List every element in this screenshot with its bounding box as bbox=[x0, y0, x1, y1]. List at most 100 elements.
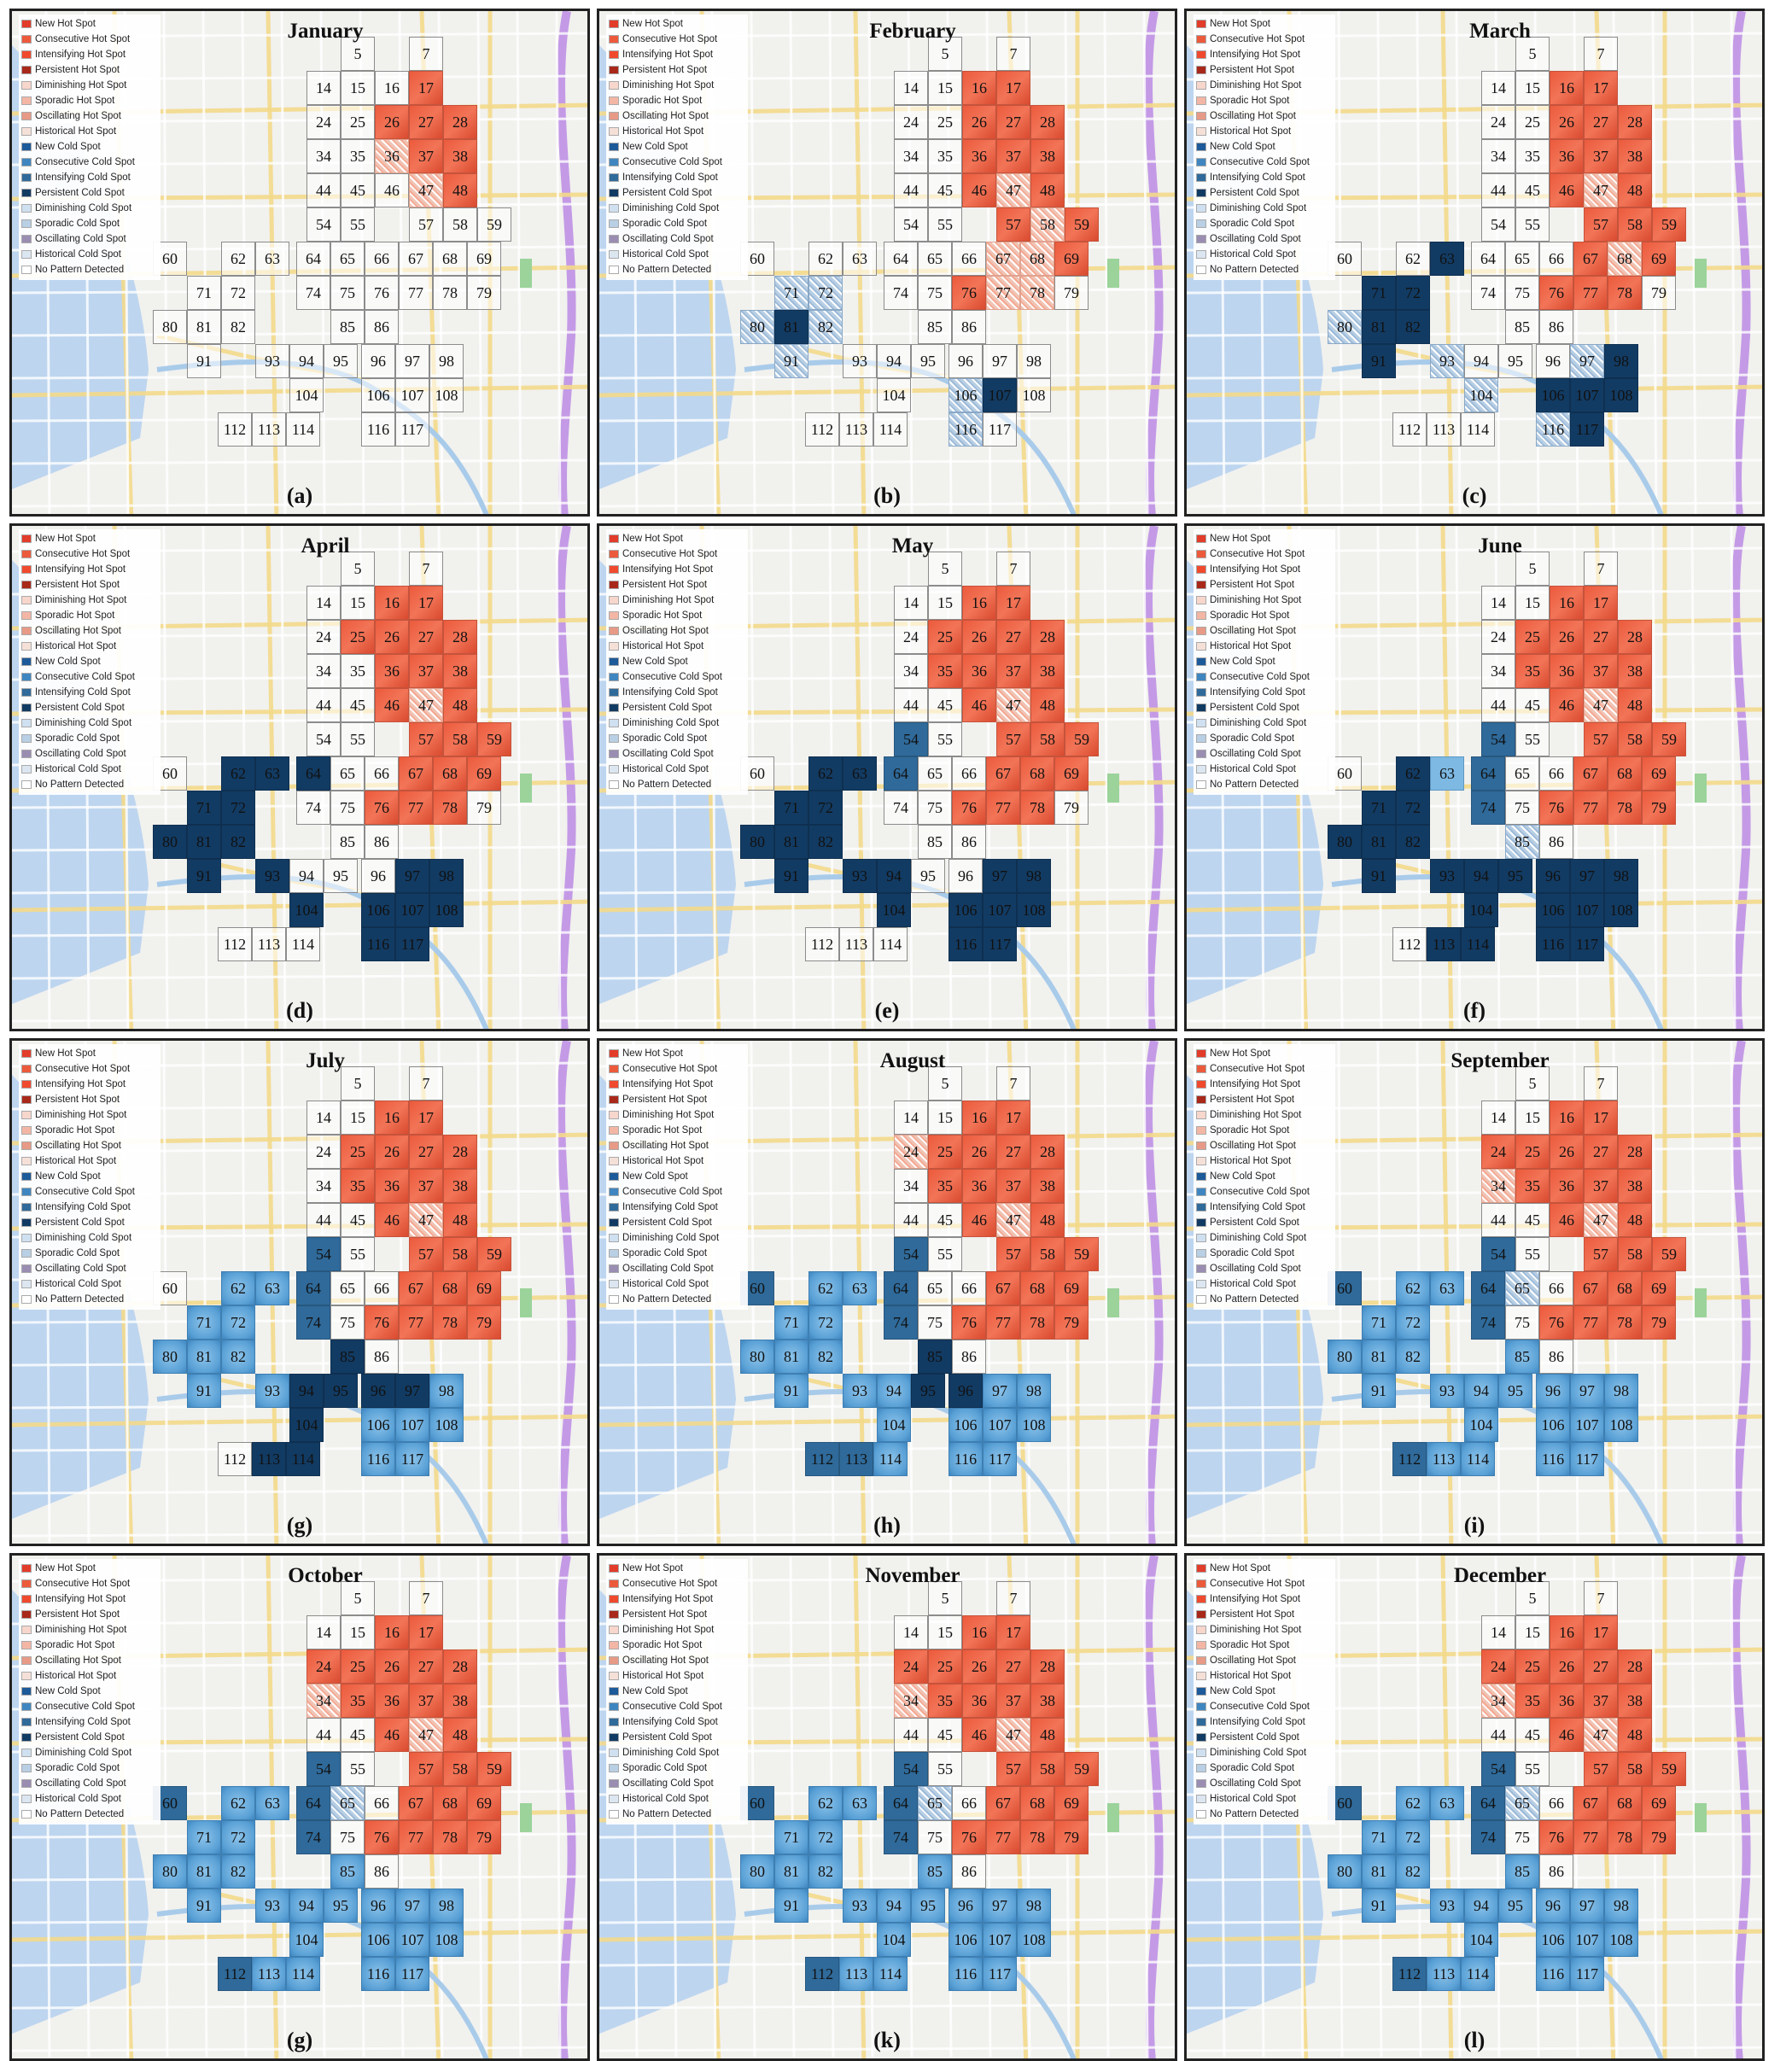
grid-cell: 95 bbox=[911, 344, 945, 378]
legend-item: Oscillating Cold Spot bbox=[609, 231, 745, 247]
grid-cell: 65 bbox=[1505, 756, 1539, 791]
grid-cell: 82 bbox=[808, 825, 843, 859]
legend-label: Diminishing Cold Spot bbox=[622, 1233, 720, 1243]
month-title: July bbox=[306, 1049, 345, 1072]
minor-road bbox=[1690, 1041, 1697, 1544]
grid-cell: 28 bbox=[1618, 1649, 1652, 1684]
map-panel-february: New Hot Spot Consecutive Hot Spot Intensif… bbox=[597, 9, 1177, 517]
grid-cell: 16 bbox=[1550, 1615, 1584, 1649]
legend-item: Diminishing Hot Spot bbox=[1196, 593, 1333, 608]
legend-label: Sporadic Hot Spot bbox=[1210, 1125, 1290, 1136]
legend-label: Diminishing Cold Spot bbox=[1210, 203, 1307, 213]
minor-road bbox=[599, 2046, 1175, 2052]
legend-label: Intensifying Cold Spot bbox=[622, 172, 718, 183]
grid-cell: 78 bbox=[1608, 276, 1642, 310]
legend-swatch bbox=[21, 1126, 32, 1135]
grid-cell: 24 bbox=[894, 1135, 928, 1169]
grid-cell: 81 bbox=[1362, 825, 1396, 859]
legend-label: Sporadic Hot Spot bbox=[35, 1640, 115, 1650]
grid-cell: 97 bbox=[983, 1889, 1017, 1923]
grid-cell: 77 bbox=[399, 276, 433, 310]
legend-swatch bbox=[609, 688, 619, 697]
legend-item: Consecutive Hot Spot bbox=[1196, 1061, 1333, 1077]
grid-cell: 81 bbox=[774, 825, 808, 859]
grid-cell: 80 bbox=[1328, 1340, 1362, 1374]
grid-cell: 38 bbox=[1030, 1684, 1065, 1718]
legend-swatch bbox=[609, 627, 619, 635]
panel-label: (k) bbox=[873, 2028, 901, 2052]
grid-cell: 16 bbox=[962, 1101, 996, 1135]
legend-label: New Hot Spot bbox=[622, 534, 683, 544]
grid-cell: 78 bbox=[1020, 1820, 1054, 1854]
grid-cell: 65 bbox=[330, 1786, 365, 1820]
legend-item: Sporadic Hot Spot bbox=[609, 608, 745, 623]
legend-item: Consecutive Cold Spot bbox=[1196, 1699, 1333, 1714]
minor-road bbox=[1376, 526, 1383, 1029]
legend-item: Consecutive Cold Spot bbox=[21, 669, 158, 685]
grid-cell: 14 bbox=[306, 71, 341, 105]
ring-road bbox=[1144, 11, 1164, 514]
grid-cell: 45 bbox=[341, 688, 375, 722]
grid-cell: 27 bbox=[409, 1649, 443, 1684]
legend-swatch bbox=[609, 112, 619, 120]
legend-swatch bbox=[609, 1065, 619, 1073]
legend-item: Oscillating Hot Spot bbox=[609, 1138, 745, 1153]
grid-cell: 7 bbox=[409, 1066, 443, 1101]
grid-cell: 74 bbox=[1471, 1820, 1505, 1854]
grid-cell: 14 bbox=[306, 586, 341, 620]
grid-cell: 95 bbox=[1498, 1374, 1532, 1408]
grid-cell: 77 bbox=[986, 791, 1020, 825]
grid-cell: 76 bbox=[1539, 791, 1573, 825]
grid-cell: 67 bbox=[1573, 1786, 1608, 1820]
legend-label: Historical Cold Spot bbox=[622, 1279, 709, 1289]
grid-cell: 107 bbox=[983, 1923, 1017, 1957]
grid-cell: 34 bbox=[894, 139, 928, 173]
grid-cell: 26 bbox=[1550, 105, 1584, 139]
legend-label: Sporadic Cold Spot bbox=[35, 1248, 120, 1258]
grid-cell: 25 bbox=[1515, 1135, 1550, 1169]
legend-item: Diminishing Hot Spot bbox=[21, 1107, 158, 1123]
minor-road bbox=[599, 458, 1175, 465]
grid-cell: 46 bbox=[1550, 173, 1584, 207]
grid-cell: 114 bbox=[1461, 1957, 1495, 1991]
legend-swatch bbox=[609, 1672, 619, 1680]
grid-cell: 95 bbox=[1498, 344, 1532, 378]
grid-cell: 26 bbox=[962, 1135, 996, 1169]
minor-road bbox=[1730, 11, 1737, 514]
legend-label: Historical Hot Spot bbox=[1210, 1671, 1292, 1681]
legend-swatch bbox=[21, 235, 32, 243]
legend-swatch bbox=[21, 1080, 32, 1089]
legend-item: New Hot Spot bbox=[1196, 1046, 1333, 1061]
grid-cell: 48 bbox=[1030, 688, 1065, 722]
legend-item: Intensifying Cold Spot bbox=[609, 170, 745, 185]
grid-cell: 97 bbox=[1570, 1374, 1604, 1408]
legend-item: Sporadic Cold Spot bbox=[21, 1760, 158, 1776]
grid-cell: 55 bbox=[1515, 1752, 1550, 1786]
grid-cell: 26 bbox=[375, 105, 409, 139]
legend-swatch bbox=[21, 1764, 32, 1772]
legend-swatch bbox=[1196, 1141, 1206, 1150]
legend-swatch bbox=[1196, 1126, 1206, 1135]
grid-cell: 82 bbox=[221, 825, 255, 859]
grid-cell: 72 bbox=[808, 1820, 843, 1854]
legend-swatch bbox=[609, 534, 619, 543]
grid-cell: 114 bbox=[1461, 412, 1495, 447]
grid-cell: 64 bbox=[884, 1271, 918, 1305]
legend-item: Sporadic Hot Spot bbox=[609, 93, 745, 108]
grid-cell: 75 bbox=[918, 1820, 952, 1854]
minor-road bbox=[1187, 501, 1762, 508]
grid-cell: 104 bbox=[289, 893, 324, 927]
grid-cell: 54 bbox=[306, 207, 341, 242]
grid-cell: 35 bbox=[341, 1169, 375, 1203]
grid-cell: 7 bbox=[996, 37, 1030, 71]
grid-cell: 45 bbox=[1515, 1718, 1550, 1752]
legend-label: Sporadic Cold Spot bbox=[1210, 219, 1295, 229]
grid-cell: 117 bbox=[395, 1442, 429, 1476]
grid-cell: 57 bbox=[1584, 1237, 1618, 1271]
grid-cell: 112 bbox=[218, 1957, 252, 1991]
grid-cell: 76 bbox=[952, 1305, 986, 1340]
legend-label: Diminishing Hot Spot bbox=[1210, 1625, 1302, 1635]
grid-cell: 36 bbox=[1550, 1684, 1584, 1718]
grid-cell: 71 bbox=[1362, 1820, 1396, 1854]
legend-swatch bbox=[609, 1280, 619, 1288]
